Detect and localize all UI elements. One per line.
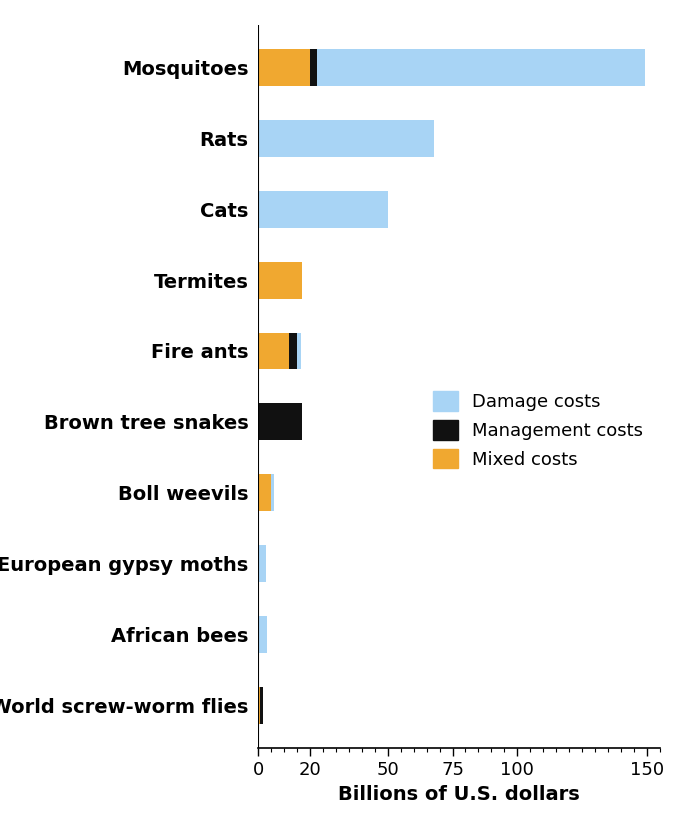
Bar: [290, 332, 297, 370]
Legend: Damage costs, Management costs, Mixed costs: Damage costs, Management costs, Mixed co…: [426, 384, 651, 476]
Bar: [258, 332, 290, 370]
Bar: [258, 49, 310, 86]
Bar: [258, 616, 267, 653]
Bar: [258, 403, 303, 440]
Bar: [260, 687, 262, 724]
Bar: [317, 49, 645, 86]
Bar: [297, 332, 301, 370]
Bar: [258, 262, 303, 298]
Bar: [258, 475, 271, 511]
Bar: [310, 49, 317, 86]
Bar: [258, 687, 260, 724]
Bar: [258, 545, 266, 582]
X-axis label: Billions of U.S. dollars: Billions of U.S. dollars: [338, 784, 580, 804]
Bar: [271, 475, 274, 511]
Bar: [258, 191, 388, 228]
Bar: [258, 120, 435, 157]
